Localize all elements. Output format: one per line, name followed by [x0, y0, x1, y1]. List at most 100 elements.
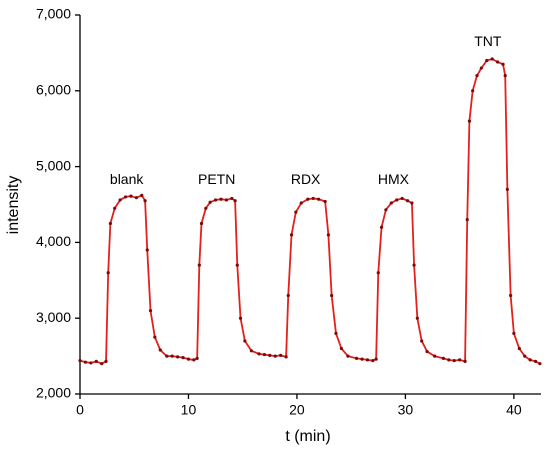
data-point [170, 354, 174, 358]
data-point [441, 356, 445, 360]
data-point [467, 119, 472, 123]
data-point [463, 359, 467, 364]
data-point [118, 198, 122, 202]
data-point [224, 198, 229, 202]
annotation: PETN [198, 171, 235, 187]
data-point [106, 271, 110, 275]
data-point [134, 196, 139, 200]
x-tick-label: 0 [76, 402, 84, 418]
data-point [158, 348, 162, 352]
annotation: blank [110, 171, 144, 187]
data-point [268, 353, 272, 357]
data-point [485, 58, 489, 63]
data-point [501, 62, 505, 66]
data-point [374, 357, 378, 361]
data-point [199, 221, 204, 226]
data-point [475, 74, 479, 78]
data-point [129, 194, 133, 198]
data-point [284, 355, 288, 359]
data-point [238, 316, 243, 320]
data-point [330, 293, 334, 298]
x-tick-label: 10 [181, 402, 197, 418]
y-axis-label: intensity [5, 176, 22, 235]
data-point [505, 187, 509, 191]
data-point [360, 357, 364, 361]
data-point [233, 199, 237, 203]
data-point [323, 199, 327, 204]
data-point [243, 339, 247, 343]
x-tick-label: 30 [398, 402, 414, 418]
data-point [339, 346, 344, 351]
data-point [317, 197, 321, 201]
data-point [230, 196, 234, 201]
data-point [479, 66, 483, 70]
data-point [471, 89, 475, 93]
data-point [371, 359, 375, 363]
data-point [83, 360, 88, 364]
data-point [294, 210, 298, 214]
y-tick-label: 2,000 [36, 385, 71, 401]
data-point [384, 208, 388, 212]
data-point [415, 316, 419, 320]
data-point [365, 358, 370, 362]
data-point [306, 197, 310, 201]
y-tick-label: 5,000 [36, 157, 71, 173]
data-point [78, 359, 82, 363]
data-point [249, 349, 253, 353]
y-tick-label: 4,000 [36, 233, 71, 249]
data-point [299, 201, 303, 205]
x-axis-label: t (min) [285, 428, 330, 445]
data-point [512, 331, 516, 335]
data-point [143, 199, 147, 203]
data-point [257, 352, 261, 356]
data-point [458, 358, 462, 362]
data-point [181, 356, 185, 360]
data-point [509, 293, 513, 298]
x-tick-label: 40 [506, 402, 522, 418]
data-point [165, 354, 169, 358]
data-point [100, 362, 104, 366]
data-point [447, 358, 451, 362]
data-point [528, 358, 532, 362]
data-point [286, 293, 290, 298]
data-point [140, 193, 144, 198]
data-point [113, 206, 117, 210]
data-point [346, 354, 350, 358]
data-point [192, 358, 196, 362]
data-point [262, 352, 266, 357]
data-point [425, 349, 429, 354]
data-point [490, 57, 494, 61]
data-point [94, 359, 98, 364]
data-point [219, 197, 223, 201]
data-point [533, 359, 538, 364]
data-point [395, 198, 399, 202]
data-point [517, 346, 521, 351]
y-tick-label: 6,000 [36, 82, 71, 98]
annotation: TNT [474, 33, 502, 49]
data-point [523, 354, 527, 358]
data-line [79, 57, 541, 365]
data-point [153, 335, 157, 339]
data-point [186, 357, 191, 361]
data-point [379, 225, 384, 229]
data-point [204, 206, 208, 210]
data-point [326, 233, 330, 237]
data-point [89, 361, 93, 365]
data-point [538, 362, 542, 366]
data-point [465, 218, 469, 222]
data-point [104, 359, 108, 364]
data-point [148, 309, 153, 313]
data-point [355, 356, 359, 360]
data-point [410, 201, 414, 205]
data-point [496, 60, 500, 64]
data-point [311, 196, 315, 201]
data-point [208, 200, 212, 204]
data-point [123, 195, 128, 199]
data-point [213, 198, 218, 202]
data-point [195, 356, 199, 360]
data-point [334, 331, 338, 335]
data-point [279, 353, 283, 357]
x-tick-label: 20 [289, 402, 305, 418]
data-point [235, 263, 239, 267]
